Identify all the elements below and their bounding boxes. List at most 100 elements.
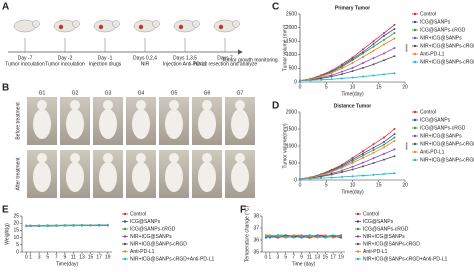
data-point bbox=[383, 146, 385, 149]
data-point bbox=[330, 173, 333, 176]
data-point bbox=[383, 59, 385, 62]
data-point bbox=[372, 173, 375, 176]
legend-marker bbox=[123, 242, 127, 246]
data-point bbox=[55, 224, 58, 227]
mouse-body bbox=[99, 162, 117, 192]
y-tick-label: 20 bbox=[13, 221, 19, 227]
chart-title: Distance Tumor bbox=[334, 103, 371, 109]
data-point bbox=[72, 224, 75, 227]
data-point bbox=[320, 75, 322, 78]
tumor bbox=[218, 24, 224, 30]
data-point bbox=[351, 168, 354, 171]
data-point bbox=[341, 166, 343, 169]
data-point bbox=[362, 174, 364, 177]
legend-label: NIR+ICG@SANPs bbox=[420, 133, 462, 139]
x-tick-label: 20 bbox=[402, 84, 408, 90]
mouse-head bbox=[202, 153, 212, 163]
data-point bbox=[351, 59, 354, 62]
x-tick-label: 17 bbox=[96, 254, 102, 260]
data-point bbox=[320, 78, 322, 81]
x-tick-label: 15 bbox=[88, 254, 94, 260]
data-point bbox=[393, 172, 396, 175]
data-point bbox=[393, 37, 396, 40]
legend-marker bbox=[123, 235, 127, 238]
y-tick-label: 500 bbox=[289, 160, 298, 166]
x-axis-label: Time(day) bbox=[341, 91, 364, 97]
mouse-head bbox=[169, 153, 179, 163]
legend-marker bbox=[356, 250, 360, 253]
mouse-head bbox=[202, 100, 212, 110]
data-point bbox=[341, 67, 343, 70]
chart-title: Primary Tumor bbox=[335, 5, 370, 11]
legend-marker bbox=[413, 28, 417, 32]
legend-label: ICG@SANPs bbox=[420, 19, 451, 25]
panel-label: E bbox=[2, 205, 9, 216]
data-point bbox=[393, 139, 396, 142]
y-tick-label: 15 bbox=[13, 228, 19, 234]
mouse-head bbox=[235, 153, 245, 163]
mouse-head bbox=[235, 100, 245, 110]
series-line bbox=[299, 55, 395, 82]
mouse-head bbox=[232, 20, 240, 28]
y-tick-label: 35 bbox=[253, 249, 259, 255]
x-tick-label: 5 bbox=[325, 84, 328, 90]
legend-marker bbox=[356, 257, 360, 261]
data-point bbox=[292, 234, 295, 237]
data-point bbox=[29, 224, 32, 227]
legend-label: NIR+ICG@SANPs-cRGD bbox=[420, 141, 474, 147]
legend-label: ICG@SANPs-cRGD bbox=[420, 27, 466, 33]
group-label: G6 bbox=[204, 90, 211, 96]
legend-marker bbox=[413, 52, 417, 56]
data-point bbox=[351, 66, 354, 69]
y-axis-label: Tumor volume (mm³) bbox=[282, 24, 288, 71]
data-point bbox=[299, 177, 301, 180]
data-point bbox=[372, 149, 375, 152]
y-tick-label: 10 bbox=[13, 235, 19, 241]
x-tick-label: 5 bbox=[46, 254, 49, 260]
data-point bbox=[383, 52, 385, 55]
data-point bbox=[341, 65, 343, 68]
mouse-head bbox=[72, 20, 80, 28]
legend-marker bbox=[413, 126, 417, 130]
timeline-event: Tumor inoculation bbox=[45, 61, 85, 67]
data-point bbox=[393, 27, 396, 30]
group-label: G5 bbox=[171, 90, 178, 96]
mouse-body bbox=[165, 162, 183, 192]
data-point bbox=[351, 76, 354, 79]
legend-label: Control bbox=[130, 211, 146, 217]
mouse-body bbox=[198, 109, 216, 139]
axis bbox=[261, 216, 345, 253]
legend-marker bbox=[413, 118, 417, 122]
timeline-day: Day -1 bbox=[98, 55, 113, 61]
x-tick-label: 1 bbox=[269, 254, 272, 260]
timeline-event: Tumor inoculation bbox=[5, 61, 45, 67]
mouse-head bbox=[37, 100, 47, 110]
data-point bbox=[362, 75, 364, 78]
data-point bbox=[351, 61, 354, 64]
y-tick-label: 1500 bbox=[286, 126, 297, 132]
legend-marker bbox=[356, 212, 360, 216]
timeline-event: Injection Anti-PD-L1 bbox=[163, 61, 207, 67]
y-tick-label: 0 bbox=[294, 177, 297, 183]
tumor bbox=[58, 24, 64, 30]
data-point bbox=[276, 234, 279, 237]
legend-marker bbox=[413, 60, 417, 64]
data-point bbox=[340, 235, 343, 238]
legend-label: Anti-PD-L1 bbox=[363, 249, 388, 255]
timeline-event: NIR bbox=[141, 61, 150, 67]
significance: **** bbox=[405, 142, 411, 150]
series-line bbox=[299, 155, 395, 180]
y-axis-label: Temperature change (°C) bbox=[244, 206, 250, 263]
y-tick-label: 500 bbox=[289, 66, 298, 72]
x-tick-label: 15 bbox=[376, 84, 382, 90]
legend-label: Control bbox=[420, 11, 436, 17]
mouse-body bbox=[33, 109, 51, 139]
data-point bbox=[341, 73, 343, 76]
data-point bbox=[309, 79, 312, 82]
x-axis-label: Time(day) bbox=[341, 189, 364, 195]
y-tick-label: 5 bbox=[16, 242, 19, 248]
data-point bbox=[372, 63, 375, 66]
y-tick-label: 37 bbox=[253, 225, 259, 231]
legend-marker bbox=[413, 110, 417, 114]
mouse-body bbox=[165, 109, 183, 139]
